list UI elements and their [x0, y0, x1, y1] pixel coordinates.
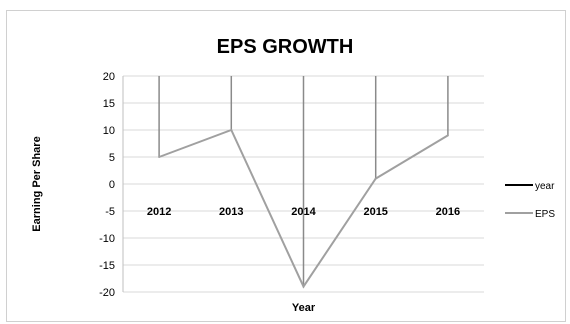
series-eps-line	[158, 128, 449, 289]
x-tick-label: 2012	[147, 206, 171, 218]
legend: year EPS	[505, 181, 555, 220]
y-tick-labels: 20 15 10 5 0 -5 -10 -15 -20	[99, 71, 115, 299]
x-tick-label: 2014	[291, 206, 316, 218]
x-tick-label: 2016	[436, 206, 460, 218]
eps-point-2012	[158, 156, 161, 158]
y-tick-label: 0	[109, 179, 115, 191]
series-year-lines	[158, 76, 449, 287]
legend-label-EPS: EPS	[535, 209, 555, 220]
eps-point-2013	[230, 129, 233, 131]
eps-point-2015	[374, 177, 377, 180]
x-tick-label: 2013	[219, 206, 243, 218]
y-tick-label: 20	[103, 71, 115, 83]
eps-point-2014	[302, 285, 305, 288]
y-axis-label: Earning Per Share	[31, 136, 43, 231]
y-tick-label: -5	[105, 206, 115, 218]
eps-point-2016	[446, 134, 449, 137]
y-tick-label: -15	[99, 260, 115, 272]
y-tick-label: 10	[103, 125, 115, 137]
y-tick-label: 15	[103, 98, 115, 110]
y-tick-label: 5	[109, 152, 115, 164]
y-tick-label: -20	[99, 287, 115, 299]
chart-frame	[6, 10, 566, 322]
legend-label-year: year	[535, 181, 555, 192]
x-category-labels: 2012 2013 2014 2015 2016	[147, 206, 460, 218]
x-axis-label: Year	[292, 302, 316, 314]
y-tick-label: -10	[99, 233, 115, 245]
x-tick-label: 2015	[363, 206, 387, 218]
grid-lines	[122, 75, 484, 293]
chart-title: EPS GROWTH	[217, 36, 354, 58]
